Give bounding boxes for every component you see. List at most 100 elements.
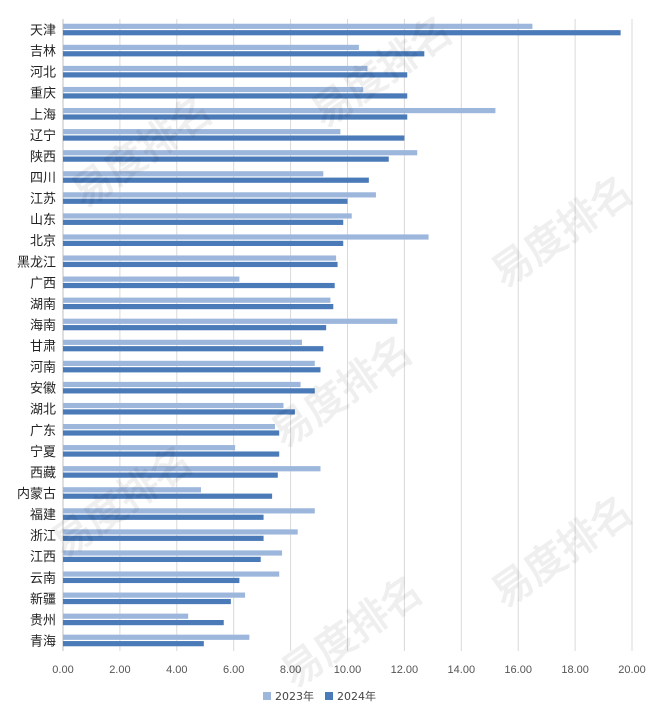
bar-2023 — [63, 44, 359, 50]
category-label: 辽宁 — [30, 128, 56, 144]
bar-2023 — [63, 613, 189, 619]
bar-2024 — [63, 620, 224, 626]
bar-2024 — [63, 556, 261, 562]
bar-2024 — [63, 51, 425, 57]
bar-2023 — [63, 402, 284, 409]
bar-2023 — [63, 234, 429, 240]
bar-2024 — [63, 409, 295, 415]
category-label: 西藏 — [30, 466, 56, 481]
x-tick-label: 4.00 — [166, 664, 187, 676]
category-label: 四川 — [30, 171, 56, 186]
bar-2024 — [63, 325, 327, 331]
bar-2024 — [63, 219, 344, 225]
bar-2023 — [63, 339, 302, 345]
bar-2023 — [63, 466, 321, 472]
category-label: 江西 — [30, 550, 56, 565]
bar-2024 — [63, 177, 369, 183]
category-label: 天津 — [30, 24, 56, 39]
category-label: 上海 — [30, 108, 56, 123]
bar-2024 — [63, 30, 621, 36]
bar-2024 — [63, 346, 324, 352]
bar-2023 — [63, 634, 250, 640]
bar-2023 — [63, 213, 352, 219]
x-tick-labels: 0.00 2.00 4.00 6.00 8.00 10.00 12.00 14.00 16.00… — [52, 664, 645, 676]
bar-2024 — [63, 535, 264, 541]
bar-2023 — [63, 360, 315, 366]
bar-2023 — [63, 192, 376, 198]
x-tick-label: 18.00 — [561, 664, 589, 676]
bar-2024 — [63, 72, 408, 78]
category-label: 贵州 — [30, 613, 56, 628]
category-label: 河南 — [30, 360, 56, 376]
x-tick-label: 2.00 — [109, 664, 130, 676]
category-label: 安徽 — [30, 382, 56, 397]
bar-2023 — [63, 550, 283, 556]
category-label: 内蒙古 — [17, 486, 56, 502]
bar-2023 — [63, 445, 236, 451]
category-label: 福建 — [30, 508, 56, 523]
x-tick-label: 8.00 — [280, 664, 301, 676]
bar-2024 — [63, 282, 335, 289]
bar-2024 — [63, 304, 334, 310]
category-label: 山东 — [30, 213, 56, 228]
bar-2023 — [63, 108, 496, 114]
bar-2023 — [63, 318, 398, 324]
bar-2024 — [63, 367, 321, 373]
bar-2024 — [63, 156, 389, 162]
legend-label: 2024年 — [337, 689, 376, 703]
x-tick-label: 12.00 — [391, 664, 419, 676]
category-label: 湖南 — [30, 296, 56, 312]
bar-2024 — [63, 93, 408, 99]
bar-2024 — [63, 388, 315, 394]
category-label: 宁夏 — [30, 444, 56, 460]
bar-2023 — [63, 86, 364, 93]
bar-2024 — [63, 577, 240, 584]
bar-2023 — [63, 255, 337, 261]
x-tick-label: 10.00 — [334, 664, 362, 676]
bar-2024 — [63, 451, 280, 457]
grid-lines — [62, 19, 633, 651]
bar-2023 — [63, 571, 280, 577]
legend-label: 2023年 — [275, 689, 314, 703]
category-label: 甘肃 — [30, 340, 56, 355]
category-label: 新疆 — [30, 591, 56, 607]
bar-2024 — [63, 240, 344, 246]
category-labels: 天津吉林河北重庆上海辽宁陕西四川江苏山东北京黑龙江广西湖南海南甘肃河南安徽湖北广… — [17, 24, 56, 650]
category-label: 浙江 — [30, 529, 56, 544]
bar-2023 — [63, 150, 418, 156]
bar-2024 — [63, 514, 264, 520]
bar-2024 — [63, 261, 338, 268]
category-label: 湖北 — [30, 403, 56, 418]
bar-2023 — [63, 424, 275, 430]
x-tick-label: 14.00 — [448, 664, 476, 676]
bar-2023 — [63, 487, 201, 493]
bar-2024 — [63, 493, 273, 499]
category-label: 吉林 — [30, 45, 56, 60]
bar-2023 — [63, 23, 533, 29]
category-label: 青海 — [30, 634, 56, 649]
category-label: 广西 — [30, 276, 56, 291]
category-label: 北京 — [30, 234, 56, 249]
x-tick-label: 6.00 — [223, 664, 244, 676]
category-label: 云南 — [30, 570, 56, 586]
bar-2023 — [63, 381, 301, 388]
bar-2023 — [63, 171, 324, 177]
category-label: 广东 — [30, 424, 56, 439]
category-label: 重庆 — [30, 86, 56, 102]
bar-2023 — [63, 276, 240, 282]
category-label: 江苏 — [30, 191, 56, 207]
legend: 2023年 2024年 — [263, 689, 376, 703]
bar-2023 — [63, 508, 315, 514]
bar-2023 — [63, 65, 368, 72]
category-label: 黑龙江 — [17, 255, 56, 270]
category-label: 河北 — [30, 66, 56, 81]
bar-2024 — [63, 641, 204, 647]
bar-2023 — [63, 297, 331, 303]
bar-2023 — [63, 592, 246, 598]
bar-2023 — [63, 129, 341, 135]
bar-2023 — [63, 529, 298, 535]
bar-2024 — [63, 135, 405, 141]
bar-2024 — [63, 598, 231, 605]
bars — [63, 23, 621, 647]
